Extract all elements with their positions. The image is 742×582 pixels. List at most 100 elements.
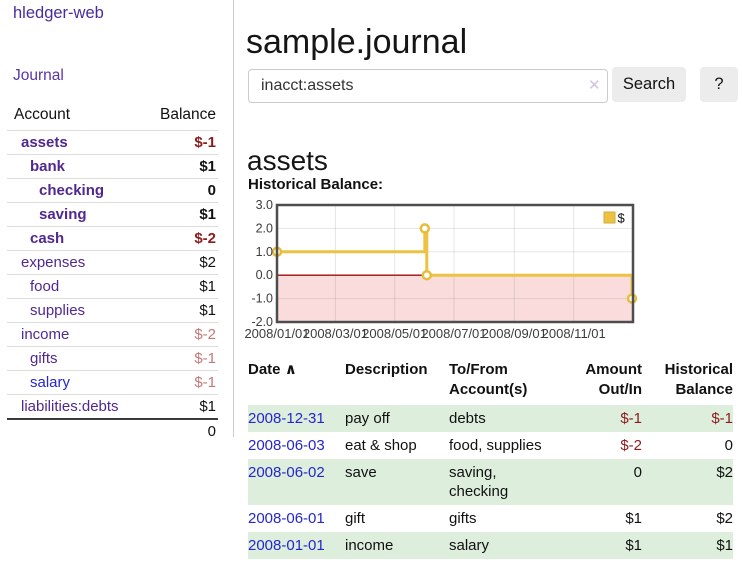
transaction-accounts: salary	[449, 537, 490, 554]
account-link-salary[interactable]: salary	[30, 374, 71, 391]
register-header-amount: Amount Out/In	[585, 361, 642, 398]
svg-text:2.0: 2.0	[256, 221, 273, 235]
transaction-date-link[interactable]: 2008-01-01	[248, 537, 325, 554]
account-link-supplies[interactable]: supplies	[30, 302, 86, 319]
account-link-saving[interactable]: saving	[39, 206, 87, 223]
account-balance: $1	[199, 206, 216, 223]
register-row: 2008-06-03 eat & shop food, supplies $-2…	[248, 432, 733, 459]
transaction-date-link[interactable]: 2008-06-02	[248, 464, 325, 481]
transaction-accounts: debts	[449, 410, 486, 427]
transaction-balance: 0	[724, 437, 733, 454]
account-balance: $-1	[194, 350, 216, 367]
page-title: sample.journal	[246, 22, 468, 61]
accounts-header-balance: Balance	[159, 106, 216, 123]
sidebar: hledger-web Journal Account Balance asse…	[0, 0, 234, 440]
transaction-balance: $1	[716, 537, 733, 554]
y-axis-labels: 3.0 2.0 1.0 0.0 -1.0 -2.0	[251, 198, 273, 329]
account-balance: $1	[199, 158, 216, 175]
account-heading: assets	[247, 145, 328, 177]
account-link-gifts[interactable]: gifts	[30, 350, 58, 367]
legend-swatch	[603, 211, 616, 224]
account-link-income[interactable]: income	[21, 326, 70, 343]
transaction-date-link[interactable]: 2008-12-31	[248, 410, 325, 427]
account-link-liabilities-debts[interactable]: liabilities:debts	[21, 398, 119, 415]
svg-text:2008/09/01: 2008/09/01	[482, 326, 547, 341]
account-balance: $1	[199, 398, 216, 415]
account-link-checking[interactable]: checking	[39, 182, 105, 199]
svg-text:2008/11/01: 2008/11/01	[542, 326, 606, 341]
svg-text:1.0: 1.0	[256, 245, 273, 259]
svg-text:2008/03/01: 2008/03/01	[303, 326, 368, 341]
accounts-total-value: 0	[207, 423, 216, 440]
negative-region	[277, 275, 633, 322]
transaction-amount: $-2	[620, 437, 642, 454]
transaction-date-link[interactable]: 2008-06-01	[248, 510, 325, 527]
transaction-amount: 0	[633, 464, 642, 481]
app-title-link[interactable]: hledger-web	[13, 4, 104, 22]
chart-legend: $	[603, 211, 626, 226]
account-row-cash: cash $-2	[7, 226, 218, 251]
account-row-salary: salary $-1	[7, 370, 218, 395]
svg-text:0.0: 0.0	[256, 268, 273, 282]
register-header-date[interactable]: Date ∧	[248, 358, 345, 405]
account-balance: $-1	[194, 134, 216, 151]
accounts-table: Account Balance assets $-1 bank $1 check…	[7, 101, 218, 443]
account-row-expenses: expenses $2	[7, 250, 218, 275]
account-link-food[interactable]: food	[30, 278, 60, 295]
transaction-balance: $2	[716, 464, 733, 481]
account-link-bank[interactable]: bank	[30, 158, 66, 175]
svg-text:3.0: 3.0	[256, 198, 273, 212]
svg-text:-2.0: -2.0	[251, 315, 273, 329]
search-button[interactable]: Search	[612, 67, 686, 102]
clear-search-icon[interactable]: ✕	[588, 77, 601, 94]
accounts-total-row: 0	[7, 419, 218, 443]
search-input[interactable]	[248, 69, 608, 103]
svg-text:2008/05/01: 2008/05/01	[362, 326, 427, 341]
balance-chart: $ 3.0 2.0 1.0 0.0 -1.0 -2.0 2008/01/01 2…	[244, 198, 638, 341]
accounts-header-account: Account	[14, 106, 71, 123]
account-balance: 0	[207, 182, 216, 199]
register-row: 2008-06-01 gift gifts $1 $2	[248, 505, 733, 532]
account-row-income: income $-2	[7, 322, 218, 347]
account-balance: $2	[199, 254, 216, 271]
x-axis-labels: 2008/01/01 2008/03/01 2008/05/01 2008/07…	[244, 326, 605, 341]
svg-text:-1.0: -1.0	[251, 292, 273, 306]
transaction-amount: $1	[625, 537, 642, 554]
transaction-balance: $-1	[711, 410, 733, 427]
transaction-accounts: saving, checking	[449, 464, 509, 500]
plot-border	[275, 203, 635, 324]
date-header-label: Date	[248, 361, 281, 378]
svg-text:2008/07/01: 2008/07/01	[421, 326, 486, 341]
register-row: 2008-12-31 pay off debts $-1 $-1	[248, 405, 733, 432]
transaction-accounts: food, supplies	[449, 437, 542, 454]
register-header-description: Description	[345, 361, 428, 378]
sidebar-item-journal[interactable]: Journal	[13, 67, 64, 84]
legend-label: $	[618, 211, 626, 226]
account-link-cash[interactable]: cash	[30, 230, 65, 247]
transaction-description: gift	[345, 510, 366, 527]
account-row-bank: bank $1	[7, 154, 218, 179]
transaction-balance: $2	[716, 510, 733, 527]
register-row: 2008-06-02 save saving, checking 0 $2	[248, 459, 733, 505]
account-balance: $-2	[194, 326, 216, 343]
account-row-checking: checking 0	[7, 178, 218, 203]
register-header-accounts: To/From Account(s)	[449, 361, 528, 398]
account-balance: $1	[199, 278, 216, 295]
register-header-balance: Historical Balance	[664, 361, 733, 398]
transaction-description: save	[345, 464, 377, 481]
transaction-date-link[interactable]: 2008-06-03	[248, 437, 325, 454]
help-button[interactable]: ?	[700, 67, 738, 102]
chart-section-label: Historical Balance:	[248, 176, 384, 193]
account-row-gifts: gifts $-1	[7, 346, 218, 371]
register-row: 2008-01-01 income salary $1 $1	[248, 532, 733, 559]
account-row-saving: saving $1	[7, 202, 218, 227]
account-row-assets: assets $-1	[7, 130, 218, 155]
account-link-assets[interactable]: assets	[21, 134, 68, 151]
svg-text:2008/01/01: 2008/01/01	[244, 326, 309, 341]
account-row-liabilities-debts: liabilities:debts $1	[7, 394, 218, 420]
transaction-accounts: gifts	[449, 510, 477, 527]
register-header-row: Date ∧ Description To/From Account(s) Am…	[248, 358, 733, 405]
account-link-expenses[interactable]: expenses	[21, 254, 86, 271]
account-balance: $-2	[194, 230, 216, 247]
transaction-description: eat & shop	[345, 437, 417, 454]
